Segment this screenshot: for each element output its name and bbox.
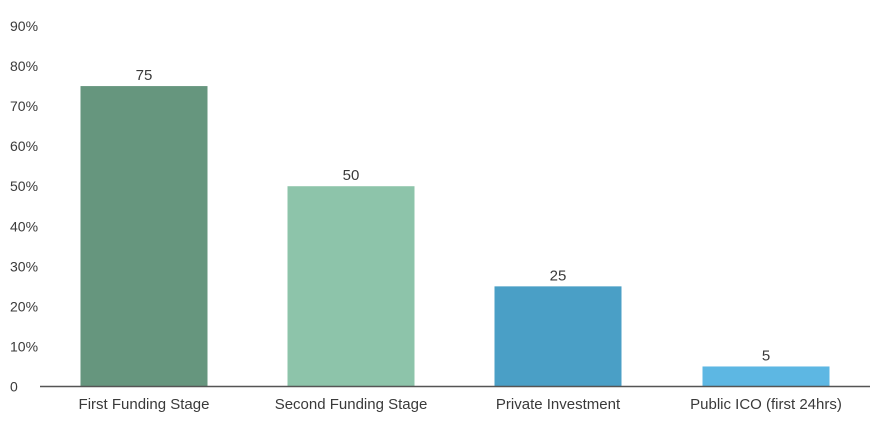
x-category-label: Public ICO (first 24hrs)	[690, 396, 842, 413]
bar	[80, 86, 208, 387]
bar	[702, 366, 830, 387]
y-tick-label: 40%	[10, 218, 38, 234]
bar	[494, 286, 622, 387]
bars-group	[80, 86, 830, 387]
x-category-label: First Funding Stage	[79, 396, 210, 413]
x-axis-category-labels: First Funding Stage Second Funding Stage P…	[79, 396, 842, 413]
bar-value-label: 5	[762, 347, 770, 364]
bar-value-label: 25	[550, 267, 567, 284]
y-tick-label: 10%	[10, 338, 38, 354]
y-tick-label: 50%	[10, 178, 38, 194]
y-tick-label: 0	[10, 379, 18, 395]
y-tick-label: 80%	[10, 58, 38, 74]
bar-value-label: 75	[136, 67, 153, 84]
y-tick-label: 30%	[10, 258, 38, 274]
bar	[287, 186, 415, 387]
data-labels-group: 75 50 25 5	[136, 67, 771, 364]
y-tick-label: 60%	[10, 138, 38, 154]
x-category-label: Private Investment	[496, 396, 621, 413]
y-axis-ticks: 0 10% 20% 30% 40% 50% 60% 70% 80% 90%	[10, 18, 38, 395]
y-tick-label: 20%	[10, 298, 38, 314]
y-tick-label: 70%	[10, 98, 38, 114]
bar-value-label: 50	[343, 167, 360, 184]
y-tick-label: 90%	[10, 18, 38, 34]
x-category-label: Second Funding Stage	[275, 396, 428, 413]
